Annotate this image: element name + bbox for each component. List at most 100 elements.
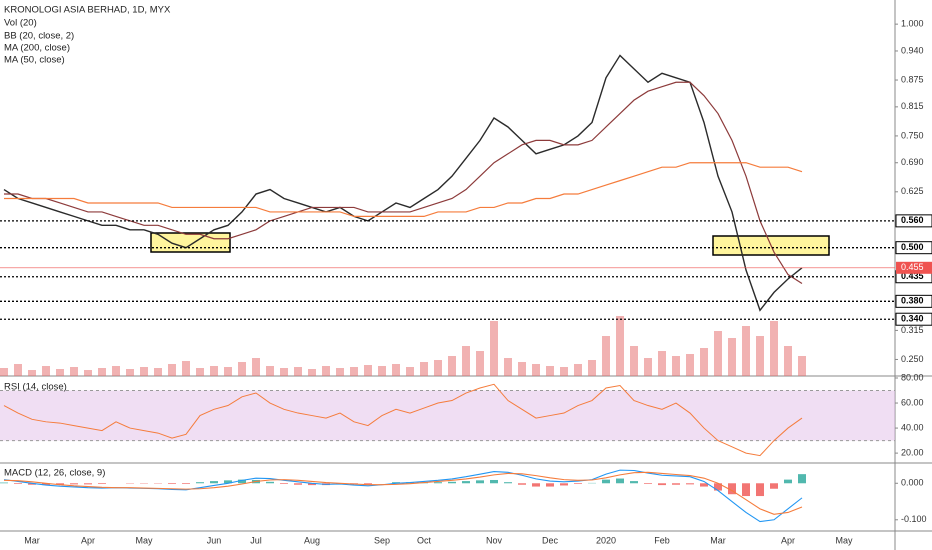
volume-bar — [266, 366, 274, 376]
histogram-bar — [98, 483, 106, 485]
histogram-bar — [546, 483, 554, 487]
volume-bar — [686, 354, 694, 376]
histogram-bar — [532, 483, 540, 487]
volume-bar — [364, 365, 372, 376]
y-tick-label: 0.690 — [901, 157, 924, 167]
volume-bar — [322, 366, 330, 376]
x-tick-label: 2020 — [596, 535, 616, 545]
volume-bar — [252, 358, 260, 376]
level-label: 0.435 — [901, 271, 924, 281]
volume-bar — [98, 368, 106, 376]
price-line — [3, 54, 803, 312]
histogram-bar — [798, 474, 806, 484]
histogram-bar — [644, 483, 652, 485]
histogram-bar — [616, 478, 624, 484]
volume-bar — [210, 366, 218, 376]
volume-bar — [154, 368, 162, 376]
histogram-bar — [686, 483, 694, 485]
volume-bar — [280, 368, 288, 376]
volume-bar — [14, 364, 22, 376]
histogram-bar — [364, 483, 372, 485]
histogram-bar — [434, 482, 442, 484]
y-tick-label: 0.875 — [901, 74, 924, 84]
y-tick-label: 80.00 — [901, 372, 924, 382]
volume-bar — [168, 364, 176, 376]
volume-bar — [308, 369, 316, 376]
volume-bar — [476, 351, 484, 376]
macd-title: MACD (12, 26, close, 9) — [4, 468, 105, 479]
histogram-bar — [210, 481, 218, 484]
histogram-bar — [756, 483, 764, 497]
histogram-bar — [196, 482, 204, 484]
volume-bar — [644, 358, 652, 376]
volume-bar — [756, 336, 764, 376]
volume-bar — [420, 362, 428, 376]
histogram-bar — [742, 483, 750, 497]
volume-bar — [630, 346, 638, 376]
volume-bar — [728, 338, 736, 376]
level-label: 0.340 — [901, 314, 924, 324]
indicator-label: MA (50, close) — [4, 55, 65, 66]
volume-bar — [784, 346, 792, 376]
y-tick-label: 0.315 — [901, 325, 924, 335]
y-tick-label: 0.250 — [901, 354, 924, 364]
volume-bar — [224, 367, 232, 376]
rsi-title: RSI (14, close) — [4, 382, 67, 393]
level-label: 0.560 — [901, 215, 924, 225]
histogram-bar — [700, 483, 708, 487]
histogram-bar — [0, 482, 8, 484]
volume-bar — [70, 367, 78, 376]
histogram-bar — [84, 483, 92, 485]
x-tick-label: May — [835, 535, 853, 545]
x-tick-label: Aug — [304, 535, 320, 545]
volume-bar — [84, 370, 92, 376]
histogram-bar — [560, 483, 568, 486]
histogram-bar — [168, 483, 176, 485]
volume-bar — [574, 364, 582, 376]
histogram-bar — [238, 479, 246, 484]
level-label: 0.380 — [901, 296, 924, 306]
histogram-bar — [70, 483, 78, 485]
volume-bar — [294, 367, 302, 376]
y-tick-label: 0.750 — [901, 130, 924, 140]
volume-bar — [0, 368, 8, 376]
volume-bar — [504, 358, 512, 376]
volume-bar — [434, 360, 442, 376]
x-tick-label: Mar — [710, 535, 726, 545]
level-label: 0.500 — [901, 242, 924, 252]
histogram-bar — [658, 483, 666, 486]
x-tick-label: Jul — [250, 535, 262, 545]
plot-layer: 1.000 0.940 0.875 0.815 0.750 0.690 0.625 0.315… — [0, 19, 932, 545]
level-label-box — [895, 294, 932, 308]
y-tick-label: 1.000 — [901, 19, 924, 29]
histogram-bar — [490, 479, 498, 484]
y-tick-label: 60.00 — [901, 397, 924, 407]
rsi-band — [0, 390, 895, 441]
histogram-bar — [294, 483, 302, 485]
histogram-bar — [784, 479, 792, 484]
volume-bar — [672, 356, 680, 376]
last-price-label: 0.455 — [901, 262, 924, 272]
histogram-bar — [672, 483, 680, 485]
x-tick-label: Sep — [374, 535, 390, 545]
volume-bar — [126, 369, 134, 376]
x-tick-label: Nov — [486, 535, 503, 545]
volume-bar — [658, 351, 666, 376]
level-label-box — [895, 312, 932, 326]
moving-average — [4, 162, 803, 217]
histogram-bar — [462, 481, 470, 484]
histogram-bar — [448, 481, 456, 484]
volume-bar — [28, 370, 36, 376]
volume-bar — [560, 367, 568, 376]
level-label-box — [895, 214, 932, 228]
chart-title: KRONOLOGI ASIA BERHAD, 1D, MYX — [4, 5, 171, 16]
histogram-bar — [504, 482, 512, 484]
volume-bar — [350, 367, 358, 376]
histogram-bar — [714, 483, 722, 491]
last-price-box — [896, 261, 932, 274]
histogram-bar — [280, 483, 288, 485]
volume-bar — [238, 362, 246, 376]
